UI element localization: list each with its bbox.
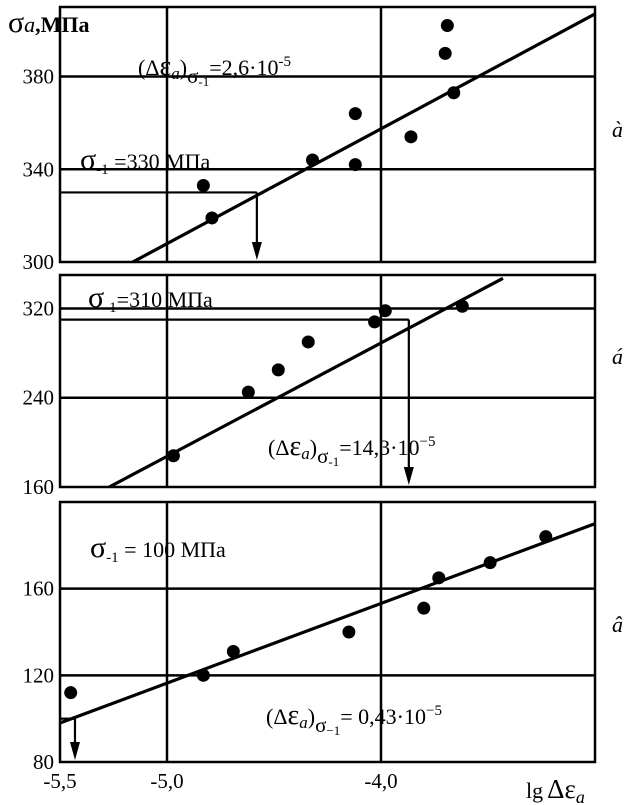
- side-label-a: à: [612, 117, 623, 142]
- panel-c-data-point: [483, 556, 497, 570]
- panel-a-y-tick-label: 380: [23, 65, 55, 89]
- panel-c-y-tick-label: 120: [23, 663, 55, 687]
- panel-c-fit-line: [60, 522, 595, 725]
- panel-a-grid: [60, 7, 595, 262]
- panel-c-data-point: [539, 530, 553, 544]
- panel-c-y-tick-labels: 80 120 160: [23, 577, 55, 774]
- panel-c-data-point: [196, 668, 210, 682]
- panel-a-frame: [58, 5, 597, 264]
- panel-a-fit-line: [129, 12, 595, 262]
- panel-a-data-point: [348, 158, 362, 172]
- panel-c-strain-annotation: (Δεa)σ−1= 0,43·10−5: [266, 700, 442, 738]
- panel-b-points: [166, 299, 469, 463]
- panel-c-data-point: [64, 686, 78, 700]
- panel-c-x-tick-label: -5,0: [150, 769, 183, 793]
- panel-b-data-point: [241, 385, 255, 399]
- panel-a-points: [196, 19, 461, 225]
- panel-b-arrow-head: [403, 467, 414, 485]
- panel-b-y-tick-label: 320: [23, 296, 55, 320]
- panel-b-y-tick-labels: 160 240 320: [23, 296, 55, 499]
- panel-a-data-point: [438, 46, 452, 60]
- panel-c-x-tick-label: -4,0: [364, 769, 397, 793]
- panel-a: 300 340 380 σa,МПа (Δεa)σ-1=2,6·10-5 σ-1 =…: [8, 5, 597, 274]
- panel-b-data-point: [271, 363, 285, 377]
- side-label-c: â: [612, 612, 623, 637]
- panel-a-data-point: [447, 86, 461, 100]
- panel-c-points: [64, 530, 553, 700]
- panel-b-data-point: [166, 449, 180, 463]
- panel-a-data-point: [205, 211, 219, 225]
- panel-b-data-point: [378, 304, 392, 318]
- panel-b-strain-annotation: (Δεa)σ-1=14,3·10−5: [268, 431, 435, 469]
- x-axis-label: lg Δεa: [526, 774, 585, 805]
- panel-c-sigma-annotation: σ-1 = 100 МПа: [90, 531, 226, 566]
- panel-c-y-tick-label: 160: [23, 577, 55, 601]
- panel-a-data-point: [348, 107, 362, 121]
- panel-a-data-point: [440, 19, 454, 33]
- panel-a-sigma-annotation: σ-1 =330 МПа: [80, 143, 211, 178]
- panel-c-data-point: [417, 601, 431, 615]
- panel-a-y-axis-label: σa,МПа: [8, 6, 90, 39]
- panel-a-data-point: [306, 153, 320, 167]
- side-label-b: á: [612, 344, 623, 369]
- panel-b-data-point: [301, 335, 315, 349]
- panel-a-strain-annotation: (Δεa)σ-1=2,6·10-5: [138, 51, 291, 89]
- panel-a-arrow-head: [251, 242, 262, 260]
- panel-a-data-point: [404, 130, 418, 144]
- panel-a-y-tick-label: 300: [23, 250, 55, 274]
- panel-c-x-tick-labels: -5,5 -5,0 -4,0: [43, 769, 397, 793]
- panel-b-frame: [58, 273, 597, 489]
- panel-a-data-point: [196, 179, 210, 192]
- panel-a-y-tick-label: 340: [23, 157, 55, 181]
- panel-a-endurance-markers: [60, 191, 262, 260]
- panel-b-sigma-annotation: σ-1=310 МПа: [88, 281, 213, 316]
- panel-c-arrow-head: [69, 742, 80, 760]
- panel-c: 80 120 160 -5,5 -5,0 -4,0 σ-1 = 100 МПа (Δεa…: [23, 500, 597, 805]
- panel-c-endurance-markers: [60, 717, 80, 760]
- panel-b-y-tick-label: 240: [23, 386, 55, 410]
- panel-b: 160 240 320 σ-1=310 МПа (Δεa)σ-1=14,3·10−5: [23, 273, 597, 499]
- panel-c-data-point: [432, 571, 446, 585]
- panel-c-data-point: [226, 645, 240, 658]
- panel-c-data-point: [342, 625, 356, 639]
- panel-b-endurance-markers: [60, 318, 414, 485]
- panel-c-grid: [60, 502, 595, 762]
- panel-a-y-tick-labels: 300 340 380: [23, 65, 55, 274]
- panel-c-x-tick-label: -5,5: [43, 769, 76, 793]
- panel-b-data-point: [368, 315, 382, 329]
- panel-b-y-tick-label: 160: [23, 475, 55, 499]
- panel-b-data-point: [455, 299, 469, 313]
- panel-c-y-tick-label: 80: [33, 750, 54, 774]
- panel-c-frame: [58, 500, 597, 764]
